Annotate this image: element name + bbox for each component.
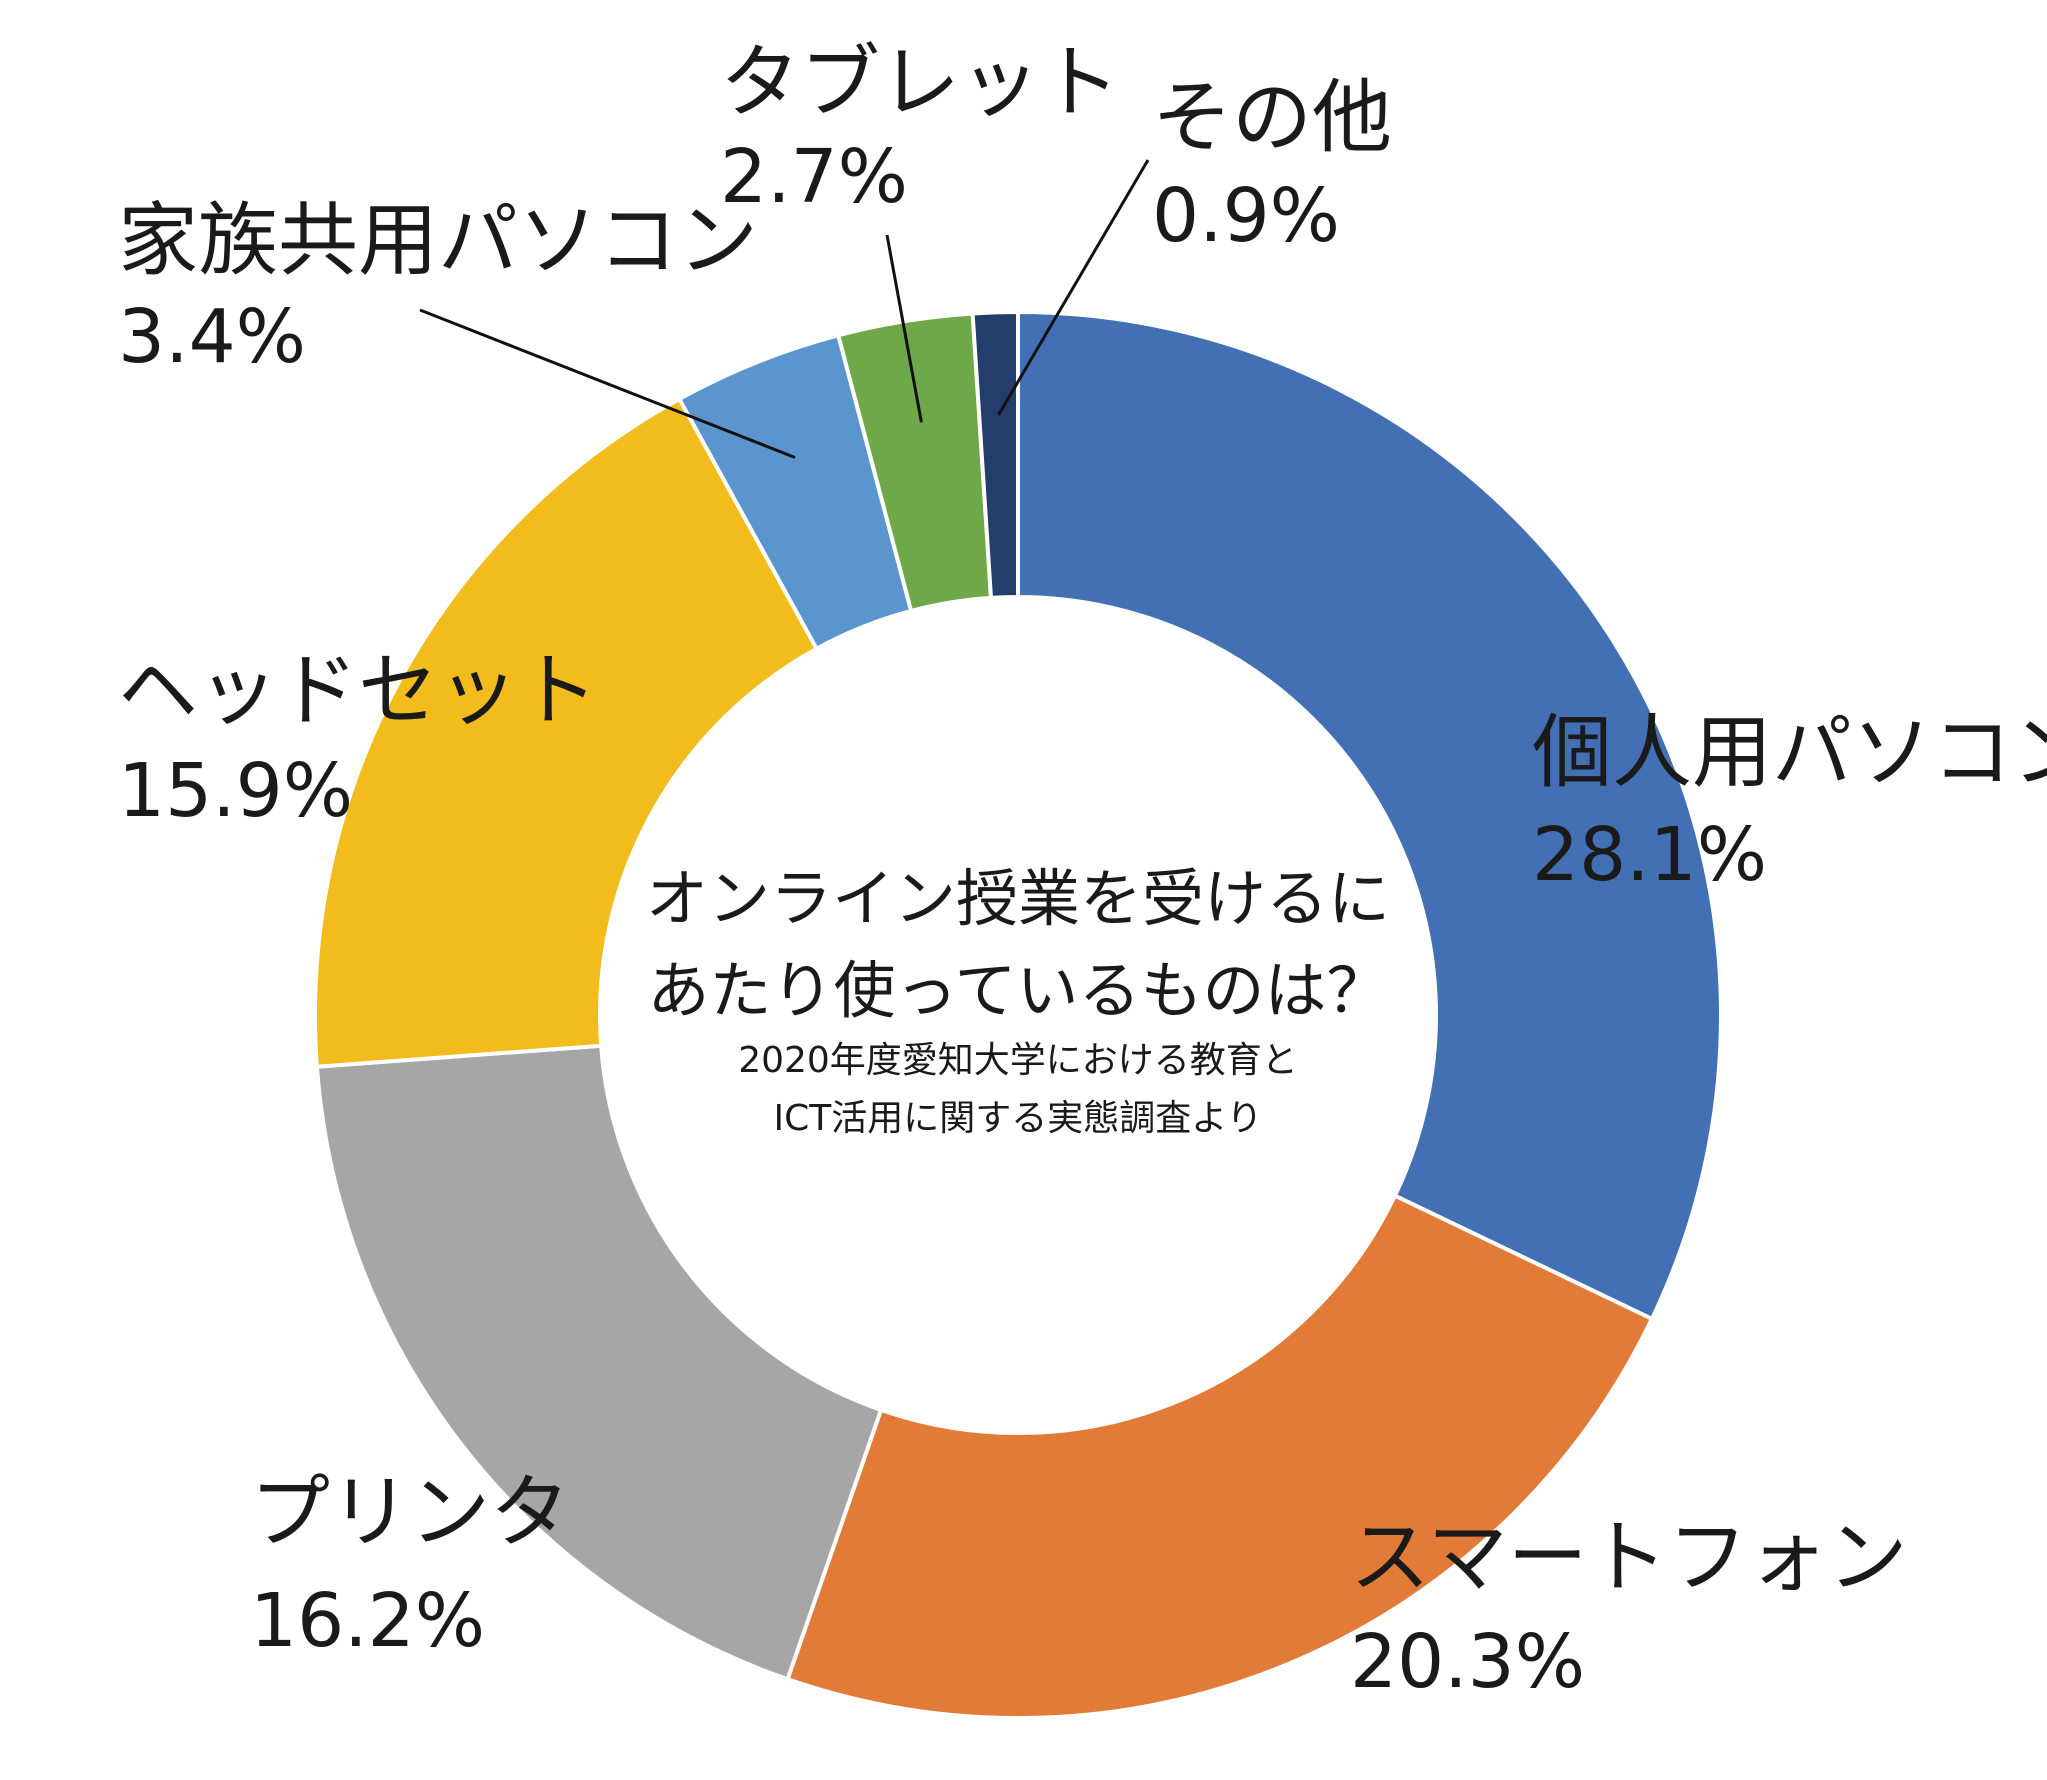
label-value-smartphone: 20.3% <box>1350 1619 1585 1705</box>
center-title-line-2: あたり使っているものは？ <box>648 954 1389 1027</box>
donut-slices <box>313 309 1723 1720</box>
slice-other <box>970 309 1020 600</box>
label-value-headset: 15.9% <box>118 748 353 834</box>
label-value-printer: 16.2% <box>250 1578 485 1664</box>
slice-headset <box>313 396 820 1069</box>
label-name-headset: ヘッドセット <box>118 644 598 737</box>
leader-line-tablet <box>885 234 923 423</box>
label-name-personal-pc: 個人用パソコン <box>1532 706 2047 799</box>
center-subtitle-line-2: ICT活用に関する実態調査より <box>773 1098 1262 1139</box>
label-value-personal-pc: 28.1% <box>1532 812 1767 898</box>
label-name-smartphone: スマートフォン <box>1350 1511 1908 1604</box>
center-subtitle-line-1: 2020年度愛知大学における教育と <box>738 1040 1298 1081</box>
leader-line-other <box>997 159 1150 416</box>
label-value-other: 0.9% <box>1152 173 1340 259</box>
label-name-family-pc: 家族共用パソコン <box>118 194 758 287</box>
slice-smartphone <box>785 1193 1655 1720</box>
slice-personal-pc <box>1016 309 1723 1322</box>
leader-lines <box>419 159 1150 459</box>
label-value-tablet: 2.7% <box>720 134 908 220</box>
label-name-printer: プリンタ <box>250 1466 570 1559</box>
slice-labels: 個人用パソコン 28.1% スマートフォン 20.3% プリンタ 16.2% ヘッドセット 1… <box>118 36 2047 1705</box>
slice-printer <box>314 1043 884 1682</box>
label-name-tablet: タブレット <box>720 36 1120 129</box>
label-value-family-pc: 3.4% <box>118 294 306 380</box>
center-title-line-1: オンライン授業を受けるに <box>646 862 1390 935</box>
center-caption: オンライン授業を受けるに あたり使っているものは？ 2020年度愛知大学における… <box>646 862 1390 1139</box>
leader-line-family-pc <box>419 308 796 459</box>
label-name-other: その他 <box>1152 71 1392 164</box>
